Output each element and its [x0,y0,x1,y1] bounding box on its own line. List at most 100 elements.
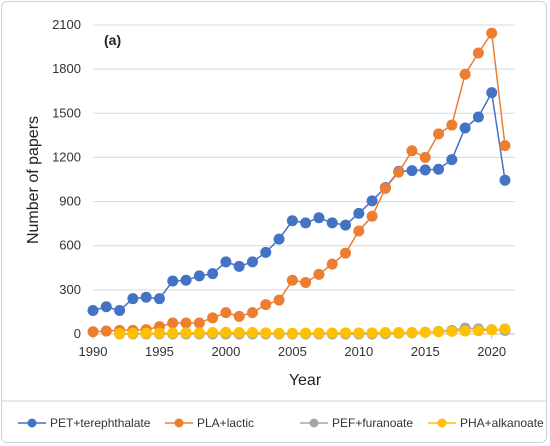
data-point [446,119,458,131]
data-point [419,151,431,163]
data-point [220,326,232,338]
legend-label: PET+terephthalate [50,416,151,430]
data-point [433,163,445,175]
x-axis-title: Year [289,372,322,389]
data-point [486,87,498,99]
series-group [87,27,511,340]
data-point [313,212,325,224]
data-point [300,217,312,229]
data-point [233,260,245,272]
data-point [406,327,418,339]
data-point [353,327,365,339]
data-point [326,217,338,229]
series-2 [87,27,511,338]
legend-item: PLA+lactic [165,416,254,430]
data-point [273,294,285,306]
data-point [180,274,192,286]
y-tick-label: 600 [59,238,81,253]
legend-label: PHA+alkanoate [460,416,544,430]
x-tick-labels: 1990 1995 2000 2005 2010 2015 2020 [79,344,507,359]
data-point [472,325,484,337]
data-point [100,325,112,337]
y-tick-label: 1500 [52,105,81,120]
y-tick-labels: 0 300 600 900 1200 1500 1800 2100 [52,17,81,341]
x-tick-label: 2010 [344,344,373,359]
legend-item: PEF+furanoate [300,416,413,430]
data-point [193,270,205,282]
data-point [459,325,471,337]
data-point [233,327,245,339]
data-point [233,310,245,322]
data-point [114,304,126,316]
y-tick-label: 900 [59,194,81,209]
data-point [393,166,405,178]
legend: PET+terephthalate PLA+lactic PEF+furanoate… [18,416,544,430]
y-tick-label: 0 [74,326,81,341]
data-point [140,291,152,303]
data-point [180,327,192,339]
legend-item: PHA+alkanoate [428,416,544,430]
panel-label: (a) [104,32,121,48]
data-point [366,195,378,207]
data-point [486,27,498,39]
data-point [260,246,272,258]
legend-marker [27,418,37,428]
data-point [87,326,99,338]
data-point [300,327,312,339]
data-point [406,165,418,177]
data-point [273,233,285,245]
data-point [273,327,285,339]
data-point [87,304,99,316]
data-point [286,215,298,227]
data-point [220,307,232,319]
data-point [286,274,298,286]
data-point [193,327,205,339]
legend-marker [309,418,319,428]
y-tick-label: 2100 [52,17,81,32]
data-point [393,327,405,339]
y-tick-label: 1200 [52,149,81,164]
data-point [167,275,179,287]
data-point [167,327,179,339]
data-point [260,327,272,339]
data-point [300,277,312,288]
data-point [100,301,112,313]
data-point [127,327,139,339]
series-line [92,30,506,333]
data-point [353,207,365,219]
legend-marker [174,418,184,428]
data-point [207,312,219,324]
x-tick-label: 2005 [278,344,307,359]
data-point [246,256,258,268]
data-point [326,258,338,270]
data-point [260,299,272,311]
data-point [353,225,365,237]
data-point [419,164,431,176]
data-point [379,327,391,339]
data-point [313,268,325,280]
data-point [472,47,484,59]
x-tick-label: 1990 [79,344,108,359]
data-point [340,247,352,259]
data-point [246,327,258,339]
data-point [499,140,511,152]
y-tick-label: 300 [59,282,81,297]
x-tick-label: 1995 [145,344,174,359]
data-point [340,219,352,231]
data-point [446,325,458,337]
data-point [326,327,338,339]
data-point [313,327,325,339]
data-point [379,182,391,194]
data-point [207,268,219,280]
legend-label: PLA+lactic [197,416,254,430]
data-point [486,324,498,336]
data-point [167,317,179,329]
gridlines [93,24,515,291]
series-4 [114,323,511,340]
y-axis-title: Number of papers [25,116,42,244]
data-point [472,111,484,123]
legend-marker [437,418,447,428]
data-point [459,68,471,80]
data-point [459,122,471,134]
